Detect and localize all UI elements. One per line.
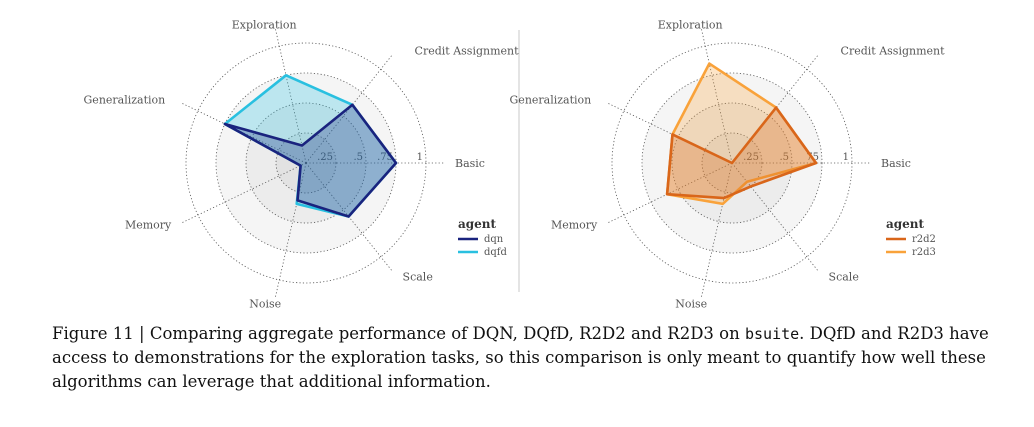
axis-label-generalization: Generalization (510, 94, 592, 107)
axis-label-generalization: Generalization (84, 94, 166, 107)
legend-entry-dqn: dqn (484, 234, 504, 245)
figure-caption: Figure 11 | Comparing aggregate performa… (52, 322, 1002, 394)
axis-label-credit-assignment: Credit Assignment (415, 44, 520, 57)
axis-label-noise: Noise (675, 298, 707, 310)
caption-prefix: Figure 11 | Comparing aggregate performa… (52, 324, 745, 343)
legend-entry-r2d2: r2d2 (912, 234, 936, 245)
tick-label: .5 (779, 152, 789, 163)
axis-label-noise: Noise (249, 298, 281, 310)
grid-spoke (607, 102, 733, 164)
axis-label-basic: Basic (881, 157, 911, 170)
grid-spoke (700, 162, 733, 298)
axis-label-exploration: Exploration (232, 18, 297, 31)
series-dqn-polygon (223, 103, 398, 218)
tick-label: .25 (317, 152, 333, 163)
axis-label-memory: Memory (125, 219, 172, 232)
axis-label-scale: Scale (403, 270, 433, 283)
grid-spoke (607, 162, 733, 224)
axis-label-basic: Basic (455, 157, 485, 170)
tick-label: .75 (377, 152, 393, 163)
legend-title: agent (886, 217, 925, 231)
grid-spoke (274, 28, 307, 164)
tick-label: 1 (417, 152, 423, 163)
axis-label-scale: Scale (829, 270, 859, 283)
legend-entry-dqfd: dqfd (484, 247, 508, 258)
grid-spoke (274, 162, 307, 298)
tick-label: .25 (743, 152, 759, 163)
tick-label: .5 (353, 152, 363, 163)
series-r2d2-polygon (665, 106, 818, 200)
radar-charts: .25 .5 .75 1 Basic Credit Assignment Explorati… (84, 18, 946, 310)
axis-label-memory: Memory (551, 219, 598, 232)
caption-code: bsuite (744, 325, 800, 343)
caption-suffix: . DQfD and R2D3 have access to demonstra… (52, 324, 989, 391)
grid-spoke (181, 162, 307, 224)
grid-spoke (700, 28, 733, 164)
radar-panel-1: .25 .5 .75 1 Basic Credit Assignment Explorati… (84, 18, 520, 310)
axis-label-credit-assignment: Credit Assignment (841, 44, 946, 57)
figure: .25 .5 .75 1 Basic Credit Assignment Explorati… (84, 18, 946, 310)
grid-spoke (731, 162, 819, 272)
axis-label-exploration: Exploration (658, 18, 723, 31)
tick-label: 1 (843, 152, 849, 163)
legend-title: agent (458, 217, 497, 231)
legend-entry-r2d3: r2d3 (912, 247, 936, 258)
